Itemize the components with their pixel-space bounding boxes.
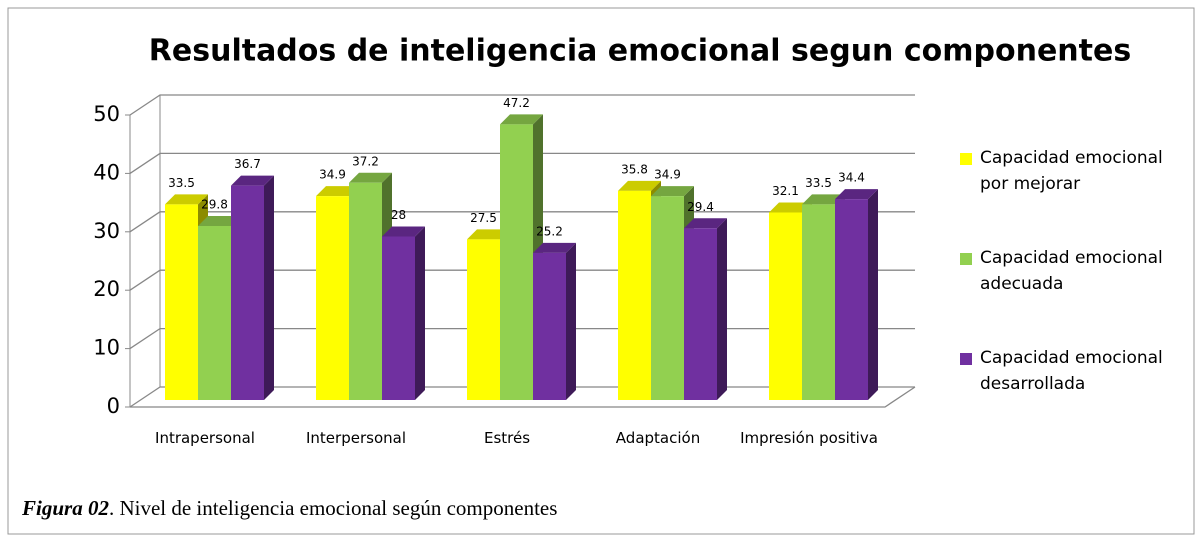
bar-front xyxy=(349,182,382,400)
value-label: 34.9 xyxy=(654,168,681,182)
caption-label: Figura 02 xyxy=(22,496,109,520)
legend-label: Capacidad emocional adecuada xyxy=(980,248,1163,294)
y-tick-label: 0 xyxy=(107,394,120,418)
bar-top xyxy=(165,194,208,205)
value-label: 36.7 xyxy=(234,157,261,171)
bar-front xyxy=(500,124,533,401)
value-label: 33.5 xyxy=(805,176,832,190)
floor-edge xyxy=(130,386,916,408)
value-label: 28 xyxy=(391,208,406,222)
value-label: 34.9 xyxy=(319,168,346,182)
value-label: 27.5 xyxy=(470,211,497,225)
bar-side xyxy=(717,218,727,400)
bar-front xyxy=(618,190,651,400)
y-tick-label: 30 xyxy=(93,219,120,243)
bar-top xyxy=(618,180,661,191)
chart-frame xyxy=(7,7,1195,535)
legend-swatch xyxy=(960,253,972,265)
bar-front xyxy=(533,252,566,400)
bar-front xyxy=(651,196,684,400)
bar-side xyxy=(868,189,878,400)
bar-top xyxy=(349,172,392,183)
bar-top xyxy=(802,194,845,205)
bar-top xyxy=(533,242,576,253)
chart-title: Resultados de inteligencia emocional seg… xyxy=(149,34,1131,69)
bar-top xyxy=(769,202,812,213)
value-label: 29.4 xyxy=(687,200,714,214)
legend-swatch xyxy=(960,153,972,165)
bar-front xyxy=(316,196,349,400)
bar xyxy=(684,218,727,400)
x-tick-label: Interpersonal xyxy=(306,429,406,447)
bar-top xyxy=(382,226,425,237)
legend-item: Capacidad emocional adecuada xyxy=(960,245,1185,345)
x-tick-label: Impresión positiva xyxy=(740,429,878,447)
grid-line xyxy=(129,94,915,116)
bar-side xyxy=(415,226,425,400)
bar xyxy=(382,226,425,400)
value-label: 25.2 xyxy=(536,224,563,238)
x-tick-label: Estrés xyxy=(483,429,531,447)
bar xyxy=(835,189,878,400)
value-label: 47.2 xyxy=(503,96,530,110)
value-label: 33.5 xyxy=(168,176,195,190)
bar-top xyxy=(835,189,878,200)
bar-side xyxy=(264,175,274,400)
bar-side xyxy=(566,242,576,400)
legend-label: Capacidad emocional desarrollada xyxy=(980,348,1163,394)
x-tick-label: Intrapersonal xyxy=(155,429,255,447)
bar-front xyxy=(802,204,835,400)
bar-top xyxy=(316,186,359,197)
caption: Figura 02. Nivel de inteligencia emocion… xyxy=(22,496,557,521)
y-tick-label: 20 xyxy=(93,277,120,301)
bar-top xyxy=(467,229,510,240)
bar-front xyxy=(769,212,802,400)
bar-front xyxy=(165,204,198,400)
bar-top xyxy=(198,215,241,226)
value-label: 37.2 xyxy=(352,154,379,168)
bar-front xyxy=(198,225,231,400)
legend-label: Capacidad emocional por mejorar xyxy=(980,148,1163,194)
y-tick-label: 10 xyxy=(93,336,120,360)
bar-front xyxy=(835,199,868,400)
value-label: 29.8 xyxy=(201,197,228,211)
legend-item: Capacidad emocional por mejorar xyxy=(960,145,1185,245)
y-tick-label: 40 xyxy=(93,160,120,184)
bar-front xyxy=(231,185,264,400)
bar-top xyxy=(651,186,694,197)
legend: Capacidad emocional por mejorar Capacidad… xyxy=(960,145,1185,445)
bar-front xyxy=(467,239,500,400)
caption-text: . Nivel de inteligencia emocional según … xyxy=(108,496,558,520)
bar xyxy=(231,175,274,400)
x-tick-label: Adaptación xyxy=(615,429,701,447)
legend-swatch xyxy=(960,353,972,365)
bar-top xyxy=(500,114,543,125)
value-label: 32.1 xyxy=(772,184,799,198)
bar xyxy=(533,242,576,400)
grid-line xyxy=(129,152,915,174)
bar-top xyxy=(231,175,274,186)
bar-front xyxy=(684,228,717,400)
y-tick-label: 50 xyxy=(93,102,120,126)
value-label: 34.4 xyxy=(838,171,865,185)
bar-front xyxy=(382,236,415,400)
bar-top xyxy=(684,218,727,229)
legend-item: Capacidad emocional desarrollada xyxy=(960,345,1185,445)
value-label: 35.8 xyxy=(621,162,648,176)
